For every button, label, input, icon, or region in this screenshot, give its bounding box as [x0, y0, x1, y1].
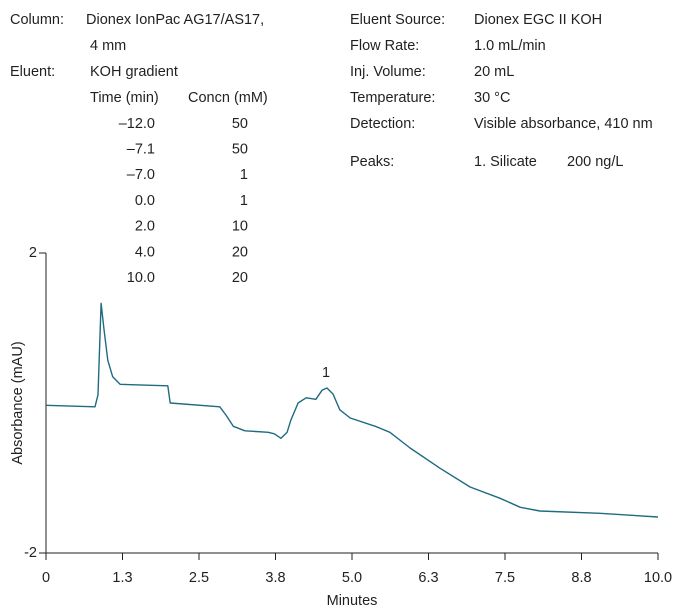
table-cell: –12.0	[119, 116, 155, 132]
x-tick-label: 0	[42, 570, 50, 586]
value: Dionex EGC II KOH	[474, 12, 602, 28]
table-cell: 20	[232, 244, 248, 260]
x-tick-label: 1.3	[112, 570, 132, 586]
table-header: Concn (mM)	[188, 90, 268, 106]
x-tick-label: 3.8	[265, 570, 285, 586]
label: Inj. Volume:	[350, 64, 426, 80]
peak-name: 1. Silicate	[474, 154, 537, 170]
table-cell: 20	[232, 270, 248, 286]
label: Eluent:	[10, 64, 55, 80]
label: Temperature:	[350, 90, 435, 106]
table-cell: 2.0	[135, 219, 155, 235]
y-axis-label: Absorbance (mAU)	[10, 341, 26, 464]
label: Column:	[10, 12, 64, 28]
peak-annotation: 1	[322, 365, 330, 381]
table-cell: 1	[240, 193, 248, 209]
y-tick-label: 2	[29, 245, 37, 261]
table-cell: 50	[232, 142, 248, 158]
table-cell: 10	[232, 219, 248, 235]
x-axis-label: Minutes	[327, 593, 378, 609]
label: Peaks:	[350, 154, 394, 170]
x-tick-label: 5.0	[342, 570, 362, 586]
value: Dionex IonPac AG17/AS17,	[86, 12, 264, 28]
x-tick-label: 2.5	[189, 570, 209, 586]
peak-amount: 200 ng/L	[567, 154, 623, 170]
trace	[45, 302, 659, 518]
table-cell: –7.0	[127, 167, 155, 183]
value: KOH gradient	[90, 64, 178, 80]
label: Flow Rate:	[350, 38, 419, 54]
value: Visible absorbance, 410 nm	[474, 116, 653, 132]
value: 1.0 mL/min	[474, 38, 546, 54]
value: 30 °C	[474, 90, 510, 106]
label: Detection:	[350, 116, 415, 132]
table-header: Time (min)	[90, 90, 159, 106]
table-cell: 0.0	[135, 193, 155, 209]
x-tick-label: 8.8	[571, 570, 591, 586]
table-cell: 4.0	[135, 244, 155, 260]
table-cell: 1	[240, 167, 248, 183]
y-tick-label: -2	[24, 545, 37, 561]
value: 4 mm	[90, 38, 126, 54]
table-cell: 10.0	[127, 270, 155, 286]
x-tick-label: 7.5	[495, 570, 515, 586]
x-tick-label: 10.0	[644, 570, 672, 586]
table-cell: –7.1	[127, 142, 155, 158]
x-tick-label: 6.3	[418, 570, 438, 586]
value: 20 mL	[474, 64, 514, 80]
table-cell: 50	[232, 116, 248, 132]
label: Eluent Source:	[350, 12, 445, 28]
